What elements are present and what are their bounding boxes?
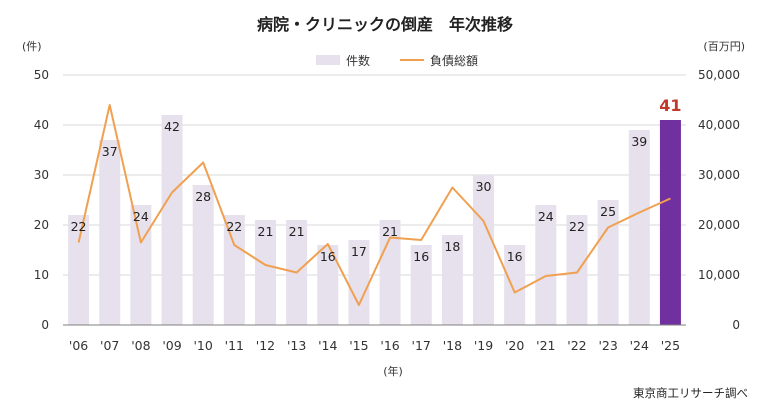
bar bbox=[161, 115, 183, 325]
bar-value-label: 16 bbox=[413, 249, 429, 264]
left-axis-tick-label: 0 bbox=[41, 318, 49, 332]
x-axis-tick-label: '13 bbox=[287, 338, 306, 353]
bar-value-label: 39 bbox=[631, 134, 647, 149]
bar-value-label: 24 bbox=[538, 209, 554, 224]
x-axis-tick-label: '11 bbox=[225, 338, 244, 353]
x-axis-tick-label: '19 bbox=[474, 338, 493, 353]
bar bbox=[192, 185, 214, 325]
axes-layer: 0 10 20 30 40 50 0 10,000 20,000 30,000 40,000 50,0… bbox=[34, 68, 740, 353]
x-axis-tick-label: '09 bbox=[162, 338, 181, 353]
debt-total-line bbox=[77, 104, 671, 306]
bar-value-label: 25 bbox=[600, 204, 616, 219]
bar-value-label: 16 bbox=[507, 249, 523, 264]
bar-value-label: 30 bbox=[476, 179, 492, 194]
x-axis-tick-label: '14 bbox=[318, 338, 337, 353]
x-axis-tick-label: '22 bbox=[567, 338, 586, 353]
right-axis-tick-label: 0 bbox=[732, 318, 740, 332]
bar bbox=[254, 220, 276, 325]
right-axis-tick-label: 50,000 bbox=[698, 68, 740, 82]
x-axis-tick-label: '15 bbox=[349, 338, 368, 353]
bar bbox=[566, 215, 588, 325]
bar bbox=[348, 240, 370, 325]
bar-value-label: 18 bbox=[444, 239, 460, 254]
left-axis-tick-label: 10 bbox=[34, 268, 49, 282]
right-axis-unit: (百万円) bbox=[703, 40, 745, 53]
x-axis-label: (年) bbox=[383, 364, 403, 378]
bar bbox=[504, 245, 526, 325]
left-axis-tick-label: 20 bbox=[34, 218, 49, 232]
bar-value-label: 37 bbox=[102, 144, 118, 159]
x-axis-tick-label: '18 bbox=[443, 338, 462, 353]
bars-layer bbox=[68, 115, 681, 325]
x-axis-tick-label: '12 bbox=[256, 338, 275, 353]
bar bbox=[597, 200, 619, 325]
bar bbox=[223, 215, 245, 325]
x-axis-tick-label: '24 bbox=[630, 338, 649, 353]
bar-value-label: 22 bbox=[569, 219, 585, 234]
x-axis-tick-label: '25 bbox=[661, 338, 680, 353]
line-layer bbox=[77, 104, 671, 306]
chart-title: 病院・クリニックの倒産 年次推移 bbox=[257, 15, 513, 34]
bar bbox=[410, 245, 432, 325]
right-axis-tick-label: 40,000 bbox=[698, 118, 740, 132]
x-axis-tick-label: '06 bbox=[69, 338, 88, 353]
bar-value-label: 24 bbox=[133, 209, 149, 224]
bar bbox=[441, 235, 463, 325]
legend-label-bars: 件数 bbox=[346, 53, 370, 68]
right-axis-tick-label: 30,000 bbox=[698, 168, 740, 182]
left-axis-tick-label: 30 bbox=[34, 168, 49, 182]
gridlines bbox=[63, 74, 686, 276]
bar bbox=[628, 130, 650, 325]
left-axis-tick-label: 40 bbox=[34, 118, 49, 132]
bar-value-label: 22 bbox=[226, 219, 242, 234]
data-labels-layer: 22 37 24 42 28 22 21 21 16 17 21 16 18 30 16 24 22 25 39 41 bbox=[71, 96, 682, 264]
right-axis-tick-label: 10,000 bbox=[698, 268, 740, 282]
bar bbox=[99, 140, 121, 325]
x-axis-tick-label: '23 bbox=[598, 338, 617, 353]
x-axis-tick-label: '10 bbox=[194, 338, 213, 353]
bar-value-label-highlight: 41 bbox=[659, 96, 681, 115]
bar-value-label: 21 bbox=[258, 224, 274, 239]
bar-value-label: 22 bbox=[71, 219, 87, 234]
x-axis-tick-label: '16 bbox=[380, 338, 399, 353]
bar bbox=[473, 175, 495, 325]
bar-value-label: 16 bbox=[320, 249, 336, 264]
legend-label-line: 負債総額 bbox=[430, 53, 478, 68]
right-axis-tick-label: 20,000 bbox=[698, 218, 740, 232]
left-axis-unit: (件) bbox=[22, 40, 42, 53]
legend-swatch-bars bbox=[316, 55, 340, 65]
bar-value-label: 42 bbox=[164, 119, 180, 134]
x-axis-tick-label: '21 bbox=[536, 338, 555, 353]
source-note: 東京商工リサーチ調べ bbox=[633, 386, 748, 400]
bar bbox=[68, 215, 90, 325]
x-axis-tick-label: '08 bbox=[131, 338, 150, 353]
bar-value-label: 21 bbox=[382, 224, 398, 239]
bar bbox=[379, 220, 401, 325]
bar-value-label: 17 bbox=[351, 244, 367, 259]
legend: 件数 負債総額 bbox=[316, 53, 478, 68]
bar bbox=[317, 245, 339, 325]
bar-highlight bbox=[659, 120, 681, 325]
left-axis-tick-label: 50 bbox=[34, 68, 49, 82]
x-axis-tick-label: '17 bbox=[412, 338, 431, 353]
x-axis-tick-label: '20 bbox=[505, 338, 524, 353]
bar-value-label: 21 bbox=[289, 224, 305, 239]
x-axis-tick-label: '07 bbox=[100, 338, 119, 353]
bar bbox=[535, 205, 557, 325]
bar-value-label: 28 bbox=[195, 189, 211, 204]
